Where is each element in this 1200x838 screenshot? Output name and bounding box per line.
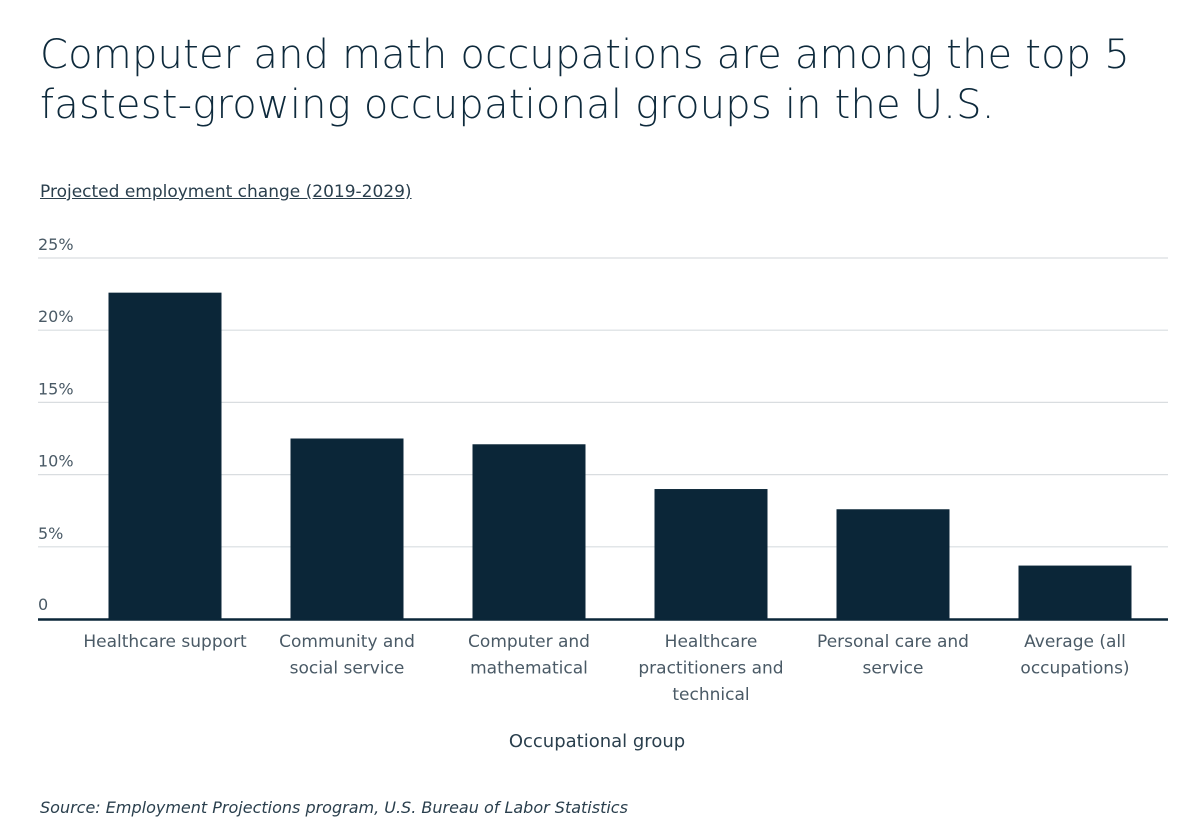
y-tick-label: 0 <box>38 595 48 614</box>
bar <box>472 444 586 619</box>
chart-subtitle: Projected employment change (2019-2029) <box>40 182 412 202</box>
y-tick-label: 10% <box>38 452 74 471</box>
y-axis-ticks: 0 5% 10% 15% 20% 25% <box>38 235 74 614</box>
chart-title: Computer and math occupations are among … <box>40 32 1130 128</box>
bar <box>654 489 768 619</box>
source-note: Source: Employment Projections program, … <box>40 798 628 817</box>
x-category-label: Community and social service <box>279 632 415 679</box>
x-category-label: Healthcare practitioners and technical <box>638 632 783 705</box>
grid-lines <box>38 257 1168 548</box>
x-category-label: Average (all occupations) <box>1020 632 1129 679</box>
bar <box>1018 565 1132 619</box>
y-tick-label: 25% <box>38 235 74 254</box>
bar <box>290 438 404 619</box>
x-axis-label: Occupational group <box>509 731 685 752</box>
x-category-label: Personal care and service <box>817 632 969 679</box>
bars <box>108 292 1132 619</box>
bar <box>836 509 950 619</box>
y-tick-label: 15% <box>38 379 74 398</box>
x-category-label: Computer and mathematical <box>468 632 590 679</box>
y-tick-label: 20% <box>38 307 74 326</box>
y-tick-label: 5% <box>38 524 63 543</box>
x-axis-categories: Healthcare support Community and social se… <box>83 632 1129 705</box>
bar <box>108 292 222 619</box>
x-category-label: Healthcare support <box>83 632 247 652</box>
